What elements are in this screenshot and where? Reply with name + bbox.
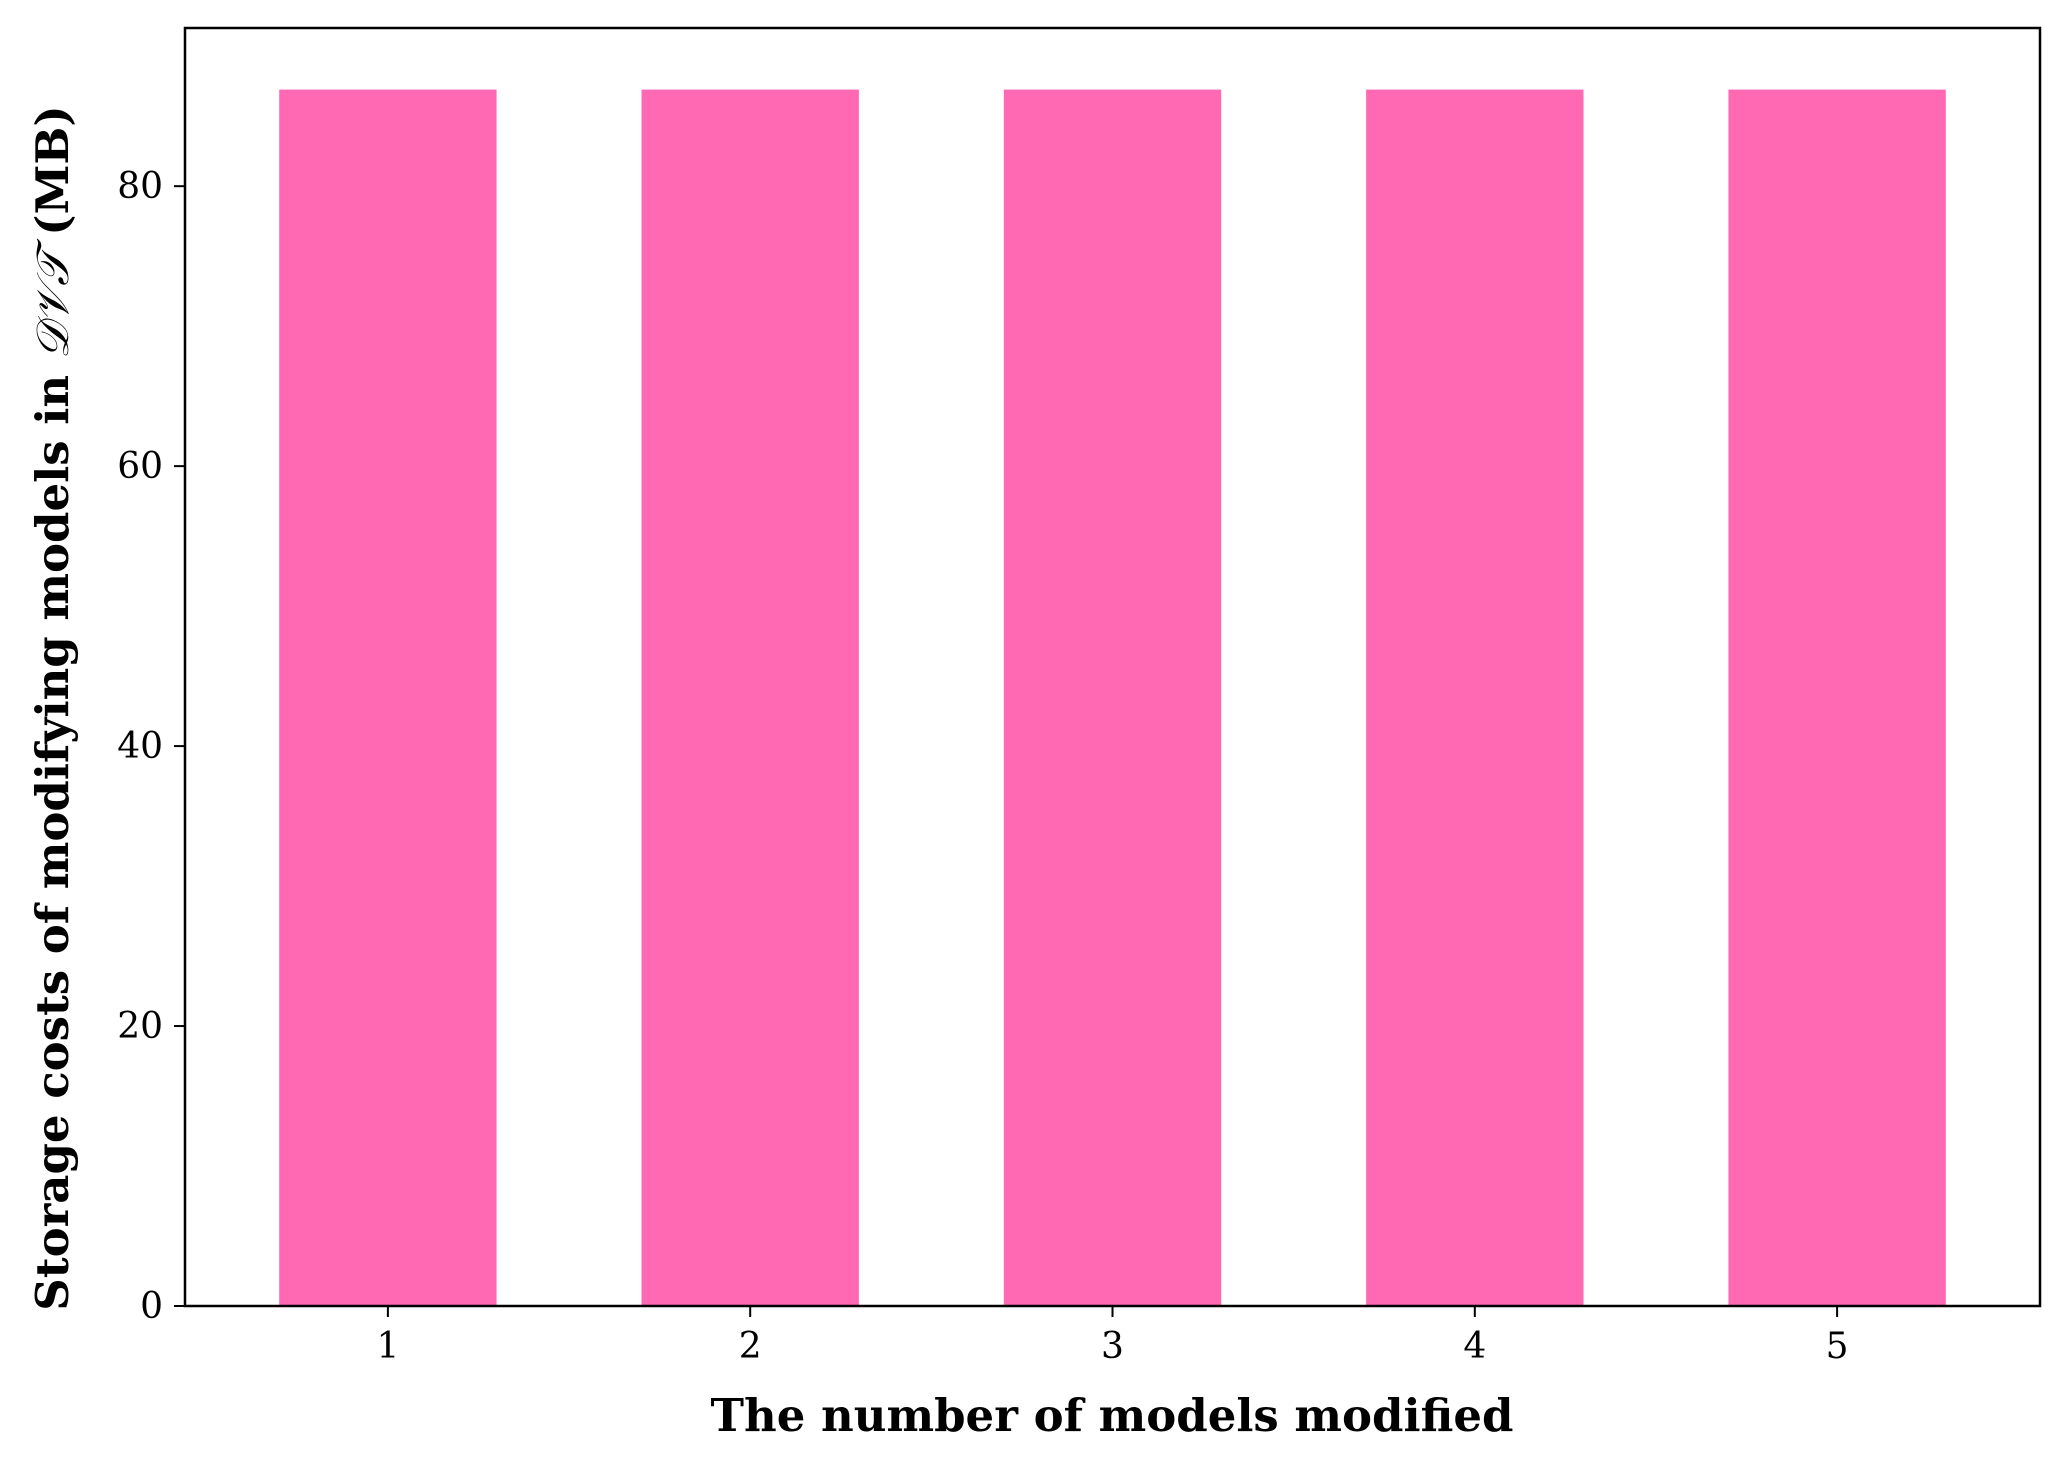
y-tick-label-40: 40 xyxy=(117,726,163,767)
x-tick-label-3: 3 xyxy=(1101,1326,1124,1367)
bar-1 xyxy=(279,89,497,1307)
x-tick-label-2: 2 xyxy=(739,1326,762,1367)
y-tick-label-60: 60 xyxy=(117,446,163,487)
bars-group xyxy=(279,89,1946,1307)
y-tick-label-20: 20 xyxy=(117,1006,163,1047)
y-axis: 0 20 40 60 80 xyxy=(117,166,185,1327)
y-axis-title-prefix: Storage costs of modifying models in xyxy=(26,359,79,1310)
x-tick-label-1: 1 xyxy=(376,1326,399,1367)
bar-2 xyxy=(641,89,859,1307)
bar-4 xyxy=(1366,89,1584,1307)
x-axis-title: The number of models modified xyxy=(711,1389,1514,1442)
x-axis: 1 2 3 4 5 xyxy=(376,1306,1849,1367)
y-axis-title-math: 𝒟𝒱𝒯 xyxy=(26,238,79,359)
y-tick-label-80: 80 xyxy=(117,166,163,207)
y-axis-title: Storage costs of modifying models in 𝒟𝒱𝒯… xyxy=(26,105,79,1310)
x-tick-label-5: 5 xyxy=(1826,1326,1849,1367)
bar-5 xyxy=(1728,89,1946,1307)
plot-frame xyxy=(183,26,2042,1308)
bar-3 xyxy=(1003,89,1222,1307)
y-axis-title-suffix: (MB) xyxy=(26,105,79,251)
y-tick-label-0: 0 xyxy=(140,1286,163,1327)
x-tick-label-4: 4 xyxy=(1463,1326,1486,1367)
